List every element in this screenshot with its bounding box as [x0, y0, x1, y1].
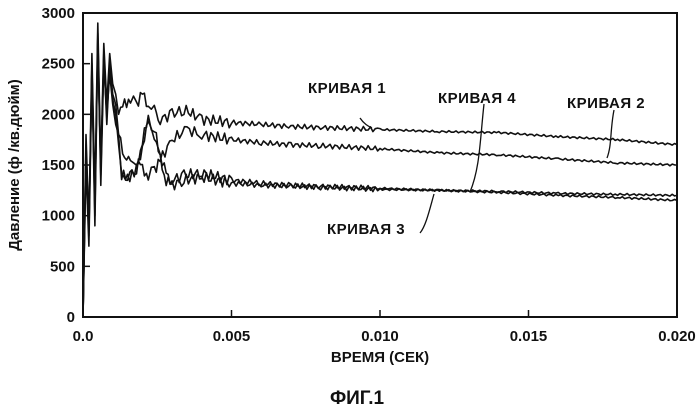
y-tick-label: 1000 [42, 208, 75, 225]
y-tick-label: 500 [50, 258, 75, 275]
curve4-label: КРИВАЯ 4 [438, 90, 516, 107]
x-tick-label: 0.015 [510, 328, 548, 345]
x-tick-label: 0.0 [73, 328, 94, 345]
y-axis-label: Давление (ф /кв.дюйм) [6, 79, 23, 251]
figure-caption: ФИГ.1 [330, 388, 385, 409]
y-tick-label: 3000 [42, 5, 75, 22]
curve2-leader [607, 110, 614, 158]
axis-ticks [83, 13, 677, 317]
y-tick-label: 0 [67, 309, 75, 326]
x-tick-label: 0.010 [361, 328, 399, 345]
y-tick-label: 2000 [42, 106, 75, 123]
y-tick-label: 2500 [42, 56, 75, 73]
x-tick-label: 0.020 [658, 328, 696, 345]
x-axis-label: ВРЕМЯ (СЕК) [331, 349, 429, 366]
x-tick-label: 0.005 [213, 328, 251, 345]
series-line-3 [83, 33, 677, 317]
curve1-leader [360, 118, 372, 128]
curve2-label: КРИВАЯ 2 [567, 95, 645, 112]
plot-frame [83, 13, 677, 317]
y-tick-labels: 0 500 1000 1500 2000 2500 3000 [42, 5, 75, 326]
y-tick-label: 1500 [42, 157, 75, 174]
curve3-leader [420, 194, 434, 233]
x-tick-labels: 0.0 0.005 0.010 0.015 0.020 [73, 328, 696, 345]
series-line-1 [83, 23, 677, 317]
curve1-label: КРИВАЯ 1 [308, 80, 386, 97]
curve4-leader [470, 104, 484, 192]
curve3-label: КРИВАЯ 3 [327, 221, 405, 238]
series-lines [83, 23, 677, 317]
